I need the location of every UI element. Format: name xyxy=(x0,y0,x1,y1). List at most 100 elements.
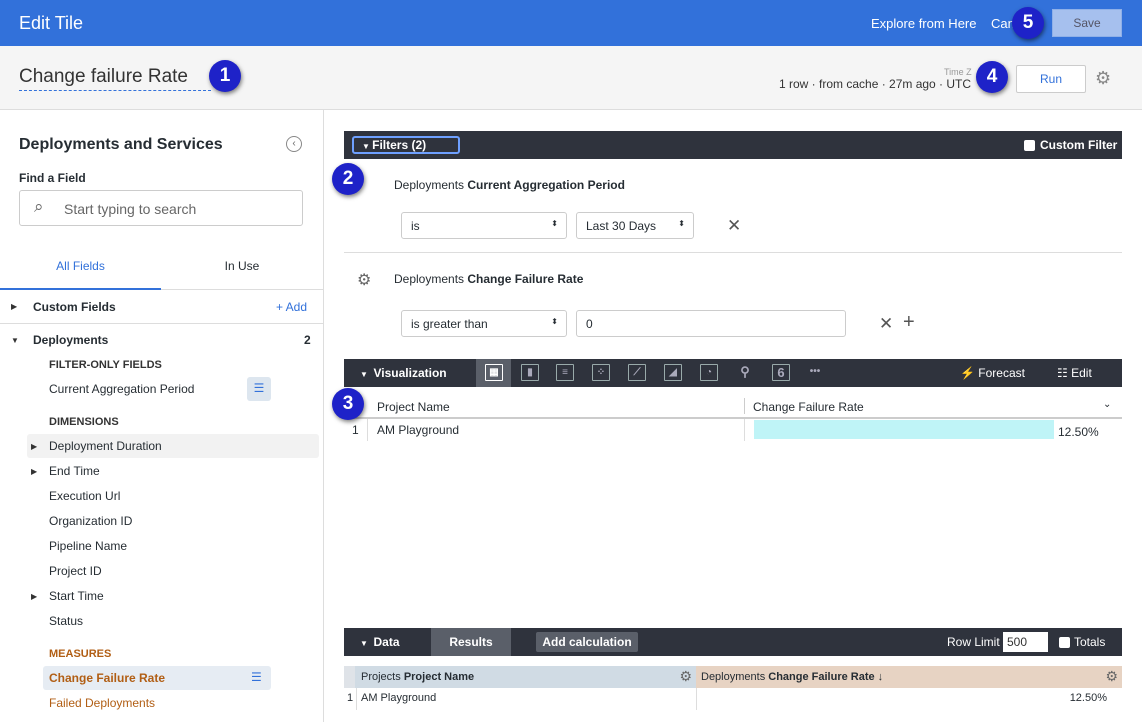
data-toggle[interactable]: ▼ Data xyxy=(360,635,400,649)
explore-title: Deployments and Services xyxy=(19,136,223,153)
save-button[interactable]: Save xyxy=(1052,9,1122,37)
table-icon[interactable]: ▦ xyxy=(485,364,503,381)
field-execution-url[interactable]: Execution Url xyxy=(49,489,121,503)
gear-icon[interactable]: ⚙ xyxy=(357,272,372,289)
table-viz-selected xyxy=(476,359,511,387)
filters-toggle[interactable]: ▼ Filters (2) xyxy=(352,136,460,154)
sliders-icon: ☷ xyxy=(1057,366,1068,380)
field-pipeline-name[interactable]: Pipeline Name xyxy=(49,539,128,553)
field-deployment-duration[interactable]: Deployment Duration xyxy=(49,439,162,453)
filter-2-operator-select[interactable]: is greater than ⬍ xyxy=(401,310,567,337)
tile-title-input[interactable]: Change failure Rate xyxy=(19,66,211,91)
page-title: Edit Tile xyxy=(19,13,84,33)
filter-view: Deployments xyxy=(394,272,465,286)
bar-chart-icon[interactable]: ≡ xyxy=(556,364,574,381)
pie-chart-icon[interactable]: ◔ xyxy=(700,364,718,381)
column-header-project-name[interactable]: Project Name xyxy=(377,400,450,414)
filter-field: Change Failure Rate xyxy=(467,272,584,286)
data-bar-header: ▼ Data Results Add calculation Row Limit… xyxy=(344,628,1122,656)
add-filter-icon[interactable]: + xyxy=(903,311,915,333)
totals-checkbox[interactable] xyxy=(1059,637,1070,648)
area-chart-icon[interactable]: ◢ xyxy=(664,364,682,381)
row-limit-label: Row Limit xyxy=(947,635,1000,649)
column-view: Projects xyxy=(361,671,401,683)
tab-in-use[interactable]: In Use xyxy=(161,250,323,290)
custom-filter-checkbox[interactable] xyxy=(1024,140,1035,151)
tab-all-fields[interactable]: All Fields xyxy=(0,250,161,290)
explore-from-here-link[interactable]: Explore from Here xyxy=(871,16,977,31)
viz-table-header: Project Name Change Failure Rate ⌄ xyxy=(344,396,1122,419)
field-start-time[interactable]: Start Time xyxy=(49,589,104,603)
forecast-button[interactable]: ⚡ Forecast xyxy=(960,366,1025,380)
visualization-bar: ▼ Visualization ▦ ▮ ≡ ⁘ ⟋ ◢ ◔ ⚲ 6 ••• ⚡ … xyxy=(344,359,1122,387)
remove-filter-icon[interactable]: ✕ xyxy=(879,314,894,333)
select-arrows-icon: ⬍ xyxy=(678,219,685,228)
more-icon[interactable]: ••• xyxy=(809,366,821,377)
index-header xyxy=(344,666,355,688)
field-current-aggregation-period[interactable]: Current Aggregation Period xyxy=(49,382,195,396)
search-placeholder: Start typing to search xyxy=(64,201,197,217)
top-bar: Edit Tile Explore from Here Can Save xyxy=(0,0,1142,46)
row-limit-input[interactable]: 500 xyxy=(1003,632,1048,652)
divider xyxy=(744,398,745,414)
divider xyxy=(744,419,745,441)
gear-icon[interactable]: ⚙ xyxy=(1105,668,1118,684)
field-project-id[interactable]: Project ID xyxy=(49,564,102,578)
field-status[interactable]: Status xyxy=(49,614,84,628)
filter-1-value-select[interactable]: Last 30 Days ⬍ xyxy=(576,212,694,239)
dimension-column-header[interactable]: Projects Project Name ⚙ xyxy=(355,666,696,688)
filter-icon[interactable]: ☰ xyxy=(247,377,271,401)
map-pin-icon[interactable]: ⚲ xyxy=(740,364,750,379)
divider xyxy=(367,419,368,441)
gear-icon[interactable]: ⚙ xyxy=(1095,68,1112,88)
remove-filter-icon[interactable]: ✕ xyxy=(727,216,742,235)
field-end-time[interactable]: End Time xyxy=(49,464,100,478)
column-field: Project Name xyxy=(403,671,475,683)
custom-fields-group[interactable]: Custom Fields xyxy=(33,300,116,314)
column-header-change-failure-rate[interactable]: Change Failure Rate xyxy=(753,400,864,414)
filter-2-label: Deployments Change Failure Rate xyxy=(394,272,583,286)
gear-icon[interactable]: ⚙ xyxy=(679,668,692,684)
run-button[interactable]: Run xyxy=(1016,65,1086,93)
filter-1-operator-select[interactable]: is ⬍ xyxy=(401,212,567,239)
field-change-failure-rate[interactable]: Change Failure Rate xyxy=(49,671,166,685)
collapse-icon[interactable]: ‹ xyxy=(286,136,302,152)
cancel-link[interactable]: Can xyxy=(991,16,1015,31)
project-name-cell: AM Playground xyxy=(361,692,437,704)
chevron-down-icon[interactable]: ⌄ xyxy=(1103,399,1112,410)
results-tab[interactable]: Results xyxy=(431,628,511,656)
field-organization-id[interactable]: Organization ID xyxy=(49,514,133,528)
add-calculation-button[interactable]: Add calculation xyxy=(536,632,638,652)
select-arrows-icon: ⬍ xyxy=(551,219,558,228)
divider xyxy=(344,252,1122,253)
data-bar xyxy=(754,420,1054,439)
visualization-toggle[interactable]: ▼ Visualization xyxy=(360,366,447,380)
field-picker-sidebar: Deployments and Services ‹ Find a Field … xyxy=(0,110,324,722)
measure-column-header[interactable]: Deployments Change Failure Rate ↓ ⚙ xyxy=(696,666,1122,688)
single-value-icon[interactable]: 6 xyxy=(772,364,790,381)
custom-filter-label: Custom Filter xyxy=(1040,138,1118,152)
column-chart-icon[interactable]: ▮ xyxy=(521,364,539,381)
filter-only-heading: FILTER-ONLY FIELDS xyxy=(49,359,162,371)
data-table-row: 1 AM Playground 12.50% xyxy=(344,688,1122,710)
caret-right-icon: ▶ xyxy=(11,302,18,311)
add-custom-field-button[interactable]: + Add xyxy=(276,300,308,314)
annotation-badge-3: 3 xyxy=(332,388,364,420)
filter-field: Current Aggregation Period xyxy=(467,178,625,192)
selected-highlight xyxy=(43,666,271,690)
query-status: 1 row · from cache · 27m ago · UTC xyxy=(779,77,972,91)
field-failed-deployments[interactable]: Failed Deployments xyxy=(49,696,156,710)
edit-viz-button[interactable]: ☷ Edit xyxy=(1057,366,1092,380)
field-search-input[interactable]: ⌕ Start typing to search xyxy=(19,190,303,226)
data-label: Data xyxy=(373,635,400,649)
row-index: 1 xyxy=(347,692,354,704)
filter-2-value-input[interactable]: 0 xyxy=(576,310,846,337)
caret-right-icon: ▶ xyxy=(31,592,38,601)
dimensions-heading: DIMENSIONS xyxy=(49,416,119,428)
deployments-group[interactable]: Deployments xyxy=(33,333,109,347)
divider xyxy=(356,688,357,710)
scatter-icon[interactable]: ⁘ xyxy=(592,364,610,381)
line-chart-icon[interactable]: ⟋ xyxy=(628,364,646,381)
divider xyxy=(696,688,697,710)
filter-icon[interactable]: ☰ xyxy=(251,670,262,684)
